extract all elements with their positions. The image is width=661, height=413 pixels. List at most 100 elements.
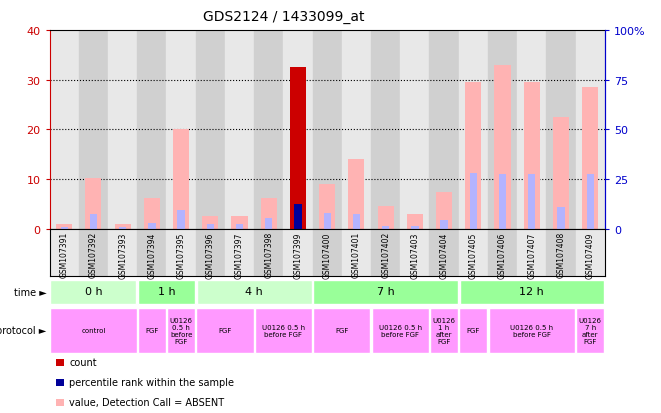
Bar [108, 229, 137, 277]
Bar [319, 185, 335, 229]
Bar [90, 214, 97, 229]
Bar [284, 229, 313, 277]
Text: control: control [81, 328, 106, 334]
Bar [342, 229, 371, 277]
Text: GSM107392: GSM107392 [89, 232, 98, 278]
Bar [528, 175, 535, 229]
Bar [576, 31, 605, 229]
Bar [260, 199, 277, 229]
Bar [430, 308, 458, 354]
Bar [196, 280, 312, 304]
Text: 1 h: 1 h [158, 287, 175, 297]
Bar [114, 224, 131, 229]
Bar [382, 226, 389, 229]
Bar [138, 280, 195, 304]
Bar [144, 199, 160, 229]
Bar [225, 229, 254, 277]
Text: value, Detection Call = ABSENT: value, Detection Call = ABSENT [69, 397, 225, 407]
Text: GSM107402: GSM107402 [381, 232, 390, 278]
Bar [459, 280, 604, 304]
Bar [290, 68, 306, 229]
Bar [348, 160, 364, 229]
Bar [524, 83, 540, 229]
Text: GSM107395: GSM107395 [176, 232, 186, 278]
Text: GSM107394: GSM107394 [147, 232, 157, 278]
Bar [173, 130, 189, 229]
Bar [265, 219, 272, 229]
Bar [407, 214, 423, 229]
Bar [119, 227, 126, 229]
Bar [499, 175, 506, 229]
Bar [517, 229, 547, 277]
Text: GSM107407: GSM107407 [527, 232, 536, 278]
Text: GDS2124 / 1433099_at: GDS2124 / 1433099_at [204, 10, 365, 24]
Text: GSM107391: GSM107391 [59, 232, 69, 278]
Bar [430, 31, 459, 229]
Text: GSM107401: GSM107401 [352, 232, 361, 278]
Text: count: count [69, 358, 97, 368]
Text: protocol ►: protocol ► [0, 325, 46, 336]
Text: GSM107398: GSM107398 [264, 232, 273, 278]
Text: 12 h: 12 h [520, 287, 544, 297]
Bar [465, 83, 481, 229]
Text: GSM107396: GSM107396 [206, 232, 215, 278]
Bar [371, 31, 401, 229]
Bar [236, 225, 243, 229]
Bar [254, 31, 284, 229]
Bar [196, 31, 225, 229]
Bar [377, 207, 394, 229]
Bar [167, 31, 196, 229]
Text: time ►: time ► [13, 287, 46, 297]
Text: GSM107405: GSM107405 [469, 232, 478, 278]
Bar [313, 31, 342, 229]
Bar [401, 31, 430, 229]
Bar [177, 210, 184, 229]
Bar [342, 31, 371, 229]
Bar [148, 223, 155, 229]
Bar [225, 31, 254, 229]
Bar [371, 308, 429, 354]
Bar [470, 174, 477, 229]
Bar [167, 308, 195, 354]
Bar [436, 192, 452, 229]
Text: GSM107393: GSM107393 [118, 232, 127, 278]
Bar [284, 31, 313, 229]
Bar [557, 207, 564, 229]
Bar [494, 66, 510, 229]
Text: percentile rank within the sample: percentile rank within the sample [69, 377, 235, 387]
Bar [56, 224, 72, 229]
Text: GSM107397: GSM107397 [235, 232, 244, 278]
Bar [202, 217, 218, 229]
Text: U0126
0.5 h
before
FGF: U0126 0.5 h before FGF [170, 317, 192, 344]
Bar [50, 229, 79, 277]
Bar [50, 308, 137, 354]
Text: FGF: FGF [145, 328, 159, 334]
Text: GSM107400: GSM107400 [323, 232, 332, 278]
Bar [440, 221, 447, 229]
Bar [207, 225, 214, 229]
Bar [108, 31, 137, 229]
Bar [231, 217, 248, 229]
Text: GSM107409: GSM107409 [586, 232, 595, 278]
Bar [517, 31, 547, 229]
Bar [196, 308, 254, 354]
Bar [79, 229, 108, 277]
Text: FGF: FGF [467, 328, 480, 334]
Text: FGF: FGF [335, 328, 348, 334]
Bar [138, 308, 166, 354]
Text: U0126
7 h
after
FGF: U0126 7 h after FGF [578, 317, 602, 344]
Bar [459, 308, 487, 354]
Bar [254, 308, 312, 354]
Bar [50, 280, 136, 304]
Bar [61, 228, 68, 229]
Text: U0126 0.5 h
before FGF: U0126 0.5 h before FGF [262, 324, 305, 337]
Bar [488, 308, 575, 354]
Bar [547, 31, 576, 229]
Bar [313, 280, 458, 304]
Text: 7 h: 7 h [377, 287, 395, 297]
Bar [459, 229, 488, 277]
Bar [137, 31, 167, 229]
Text: GSM107408: GSM107408 [557, 232, 565, 278]
Bar [353, 214, 360, 229]
Bar [488, 229, 517, 277]
